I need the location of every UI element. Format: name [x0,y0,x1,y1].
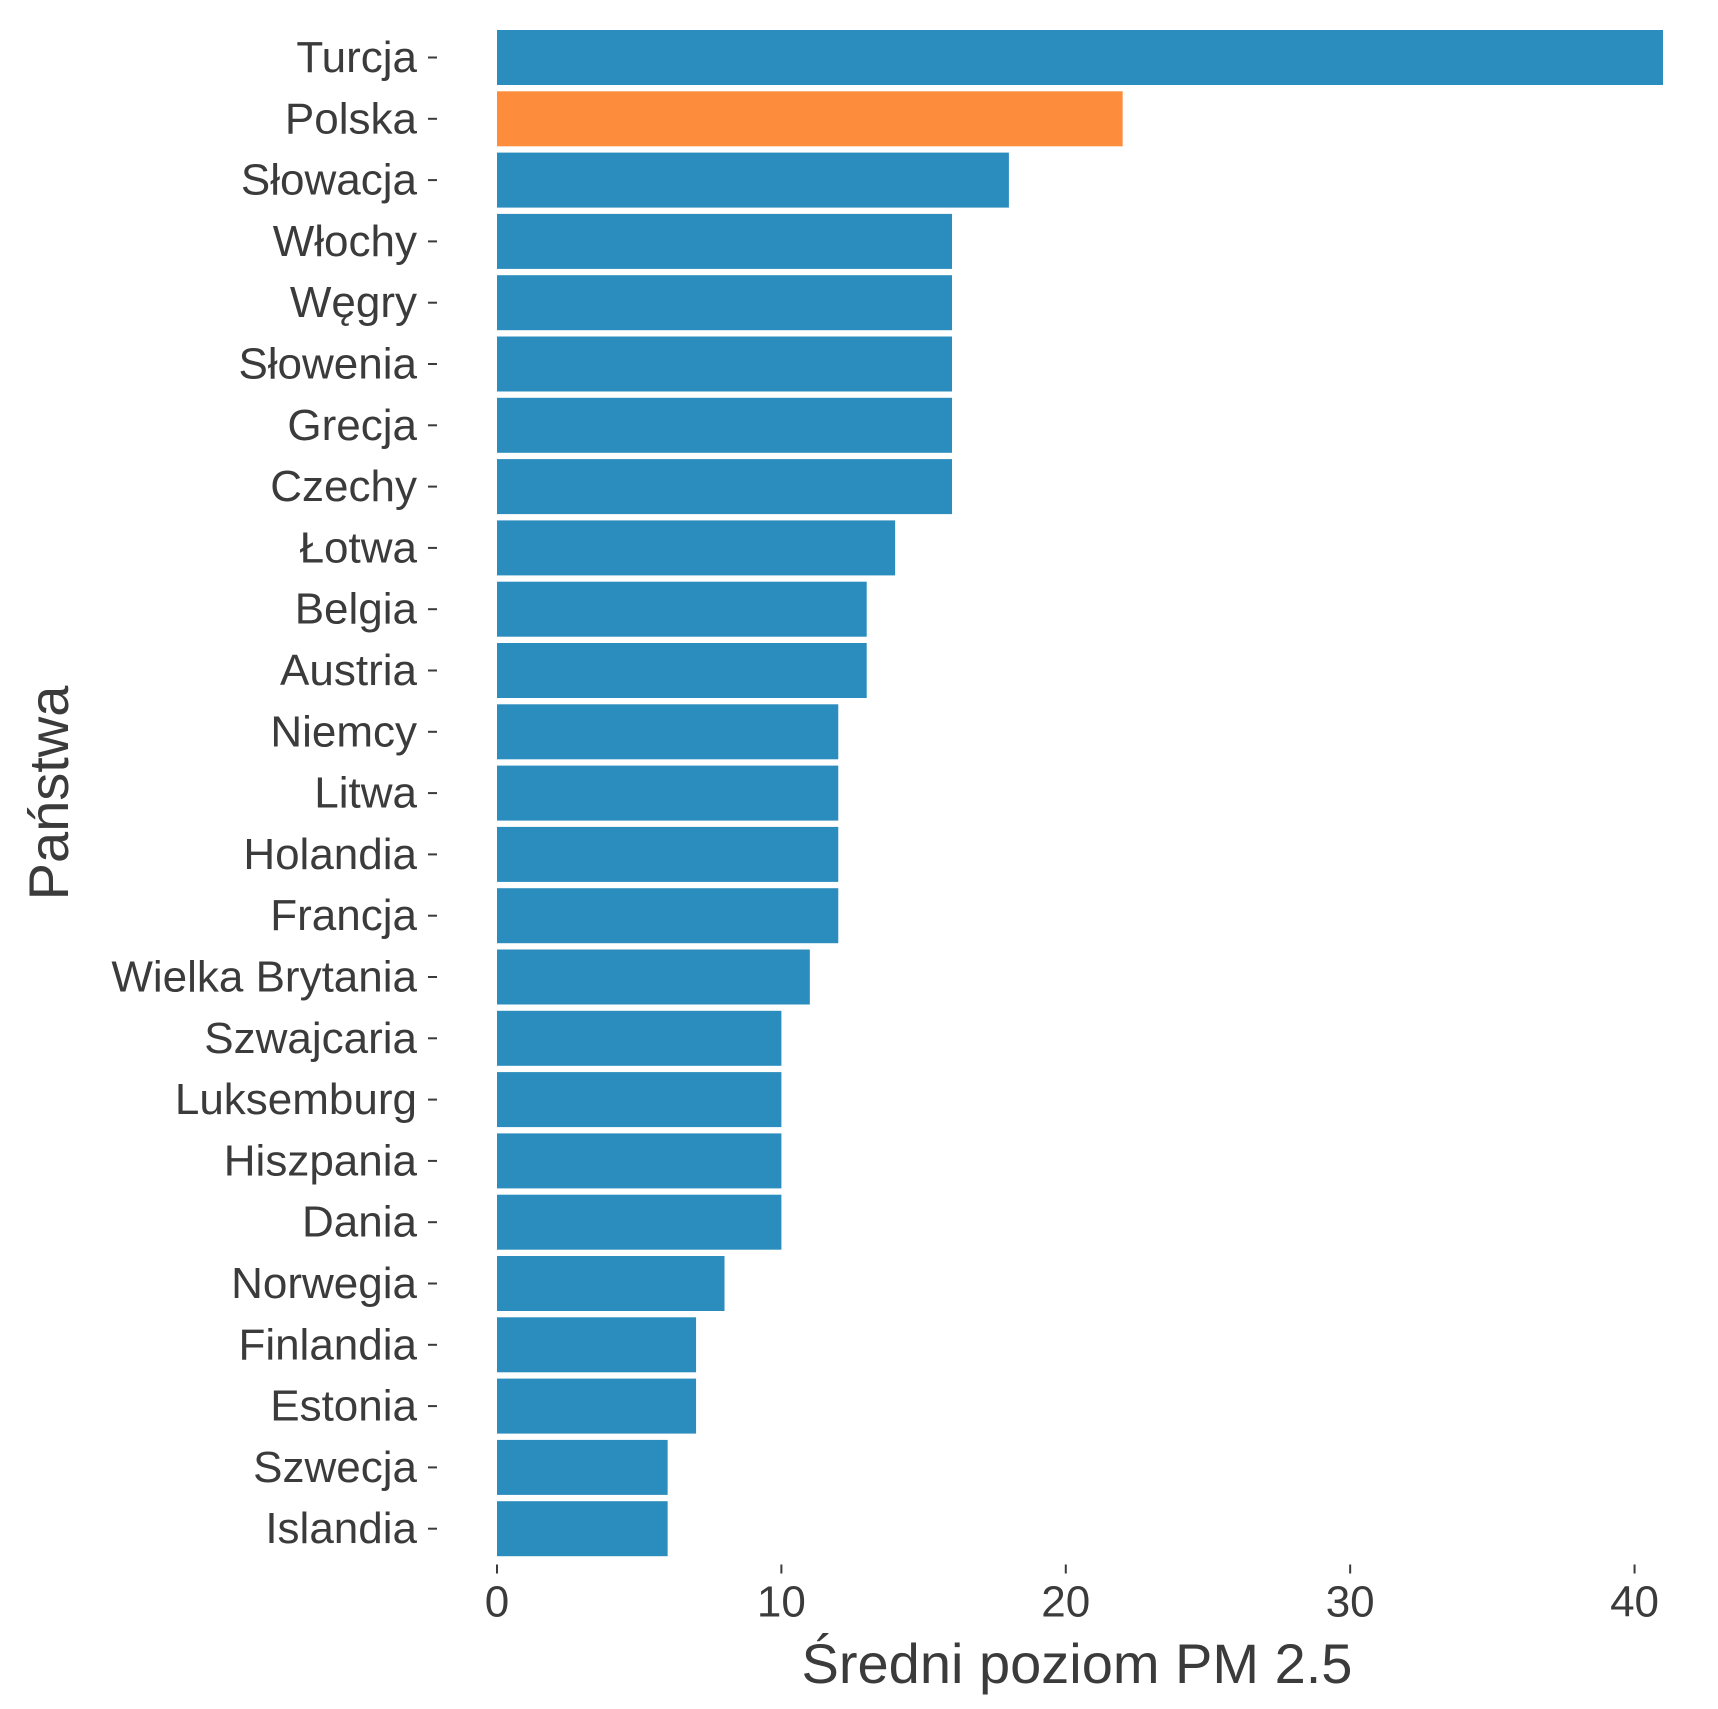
y-tick-label: Węgry [290,278,417,327]
bar [497,336,953,392]
bar [497,888,839,944]
y-tick-label: Norwegia [231,1259,417,1308]
bars-group [497,30,1663,1557]
y-tick-label: Niemcy [270,707,417,756]
x-axis: 0 10 20 30 40 [485,1564,1659,1627]
y-tick-label: Słowenia [238,340,417,389]
x-tick-label: 0 [485,1578,509,1627]
y-tick-label: Polska [285,94,418,143]
bar [497,520,896,576]
y-tick-label: Dania [302,1198,417,1247]
bar [497,213,953,269]
y-tick-label: Szwecja [253,1443,417,1492]
y-tick-label: Szwajcaria [204,1014,417,1063]
bar [497,1317,697,1373]
bar [497,643,867,698]
bar [497,275,953,331]
y-tick-label: Czechy [270,462,417,511]
y-tick-label: Francja [270,891,417,940]
bar [497,1072,782,1128]
bar [497,765,839,821]
bar [497,1501,668,1557]
bar [497,1439,668,1495]
x-tick-label: 10 [757,1578,806,1627]
bar [497,581,867,637]
bar [497,1378,697,1434]
y-axis: Turcja Polska Słowacja Włochy Węgry Słowenia G… [111,33,437,1553]
y-axis-title: Państwa [17,685,80,901]
bar [497,704,839,760]
bar [497,152,1009,208]
x-axis-title: Średni poziom PM 2.5 [802,1632,1353,1695]
y-tick-label: Włochy [273,217,417,266]
bar [497,1133,782,1189]
bar [497,826,839,882]
y-tick-label: Łotwa [300,523,418,572]
y-tick-label: Belgia [295,585,418,634]
y-tick-label: Holandia [243,830,417,879]
bar [497,459,953,515]
x-tick-label: 20 [1041,1578,1090,1627]
y-tick-label: Hiszpania [224,1136,418,1185]
x-tick-label: 40 [1610,1578,1659,1627]
y-tick-label: Turcja [296,33,417,82]
y-tick-label: Luksemburg [175,1075,417,1124]
x-tick-label: 30 [1326,1578,1375,1627]
bar [497,1010,782,1066]
y-tick-label: Islandia [265,1504,417,1553]
bar [497,397,953,453]
y-tick-label: Słowacja [241,156,418,205]
y-tick-label: Estonia [270,1382,417,1431]
bar [497,30,1663,85]
y-tick-label: Wielka Brytania [111,953,417,1002]
bar [497,1194,782,1250]
y-tick-label: Grecja [287,401,417,450]
bar [497,91,1123,147]
y-tick-label: Austria [280,646,417,695]
y-tick-label: Finlandia [238,1320,417,1369]
bar [497,1256,725,1311]
bar [497,949,810,1005]
y-tick-label: Litwa [314,769,417,818]
